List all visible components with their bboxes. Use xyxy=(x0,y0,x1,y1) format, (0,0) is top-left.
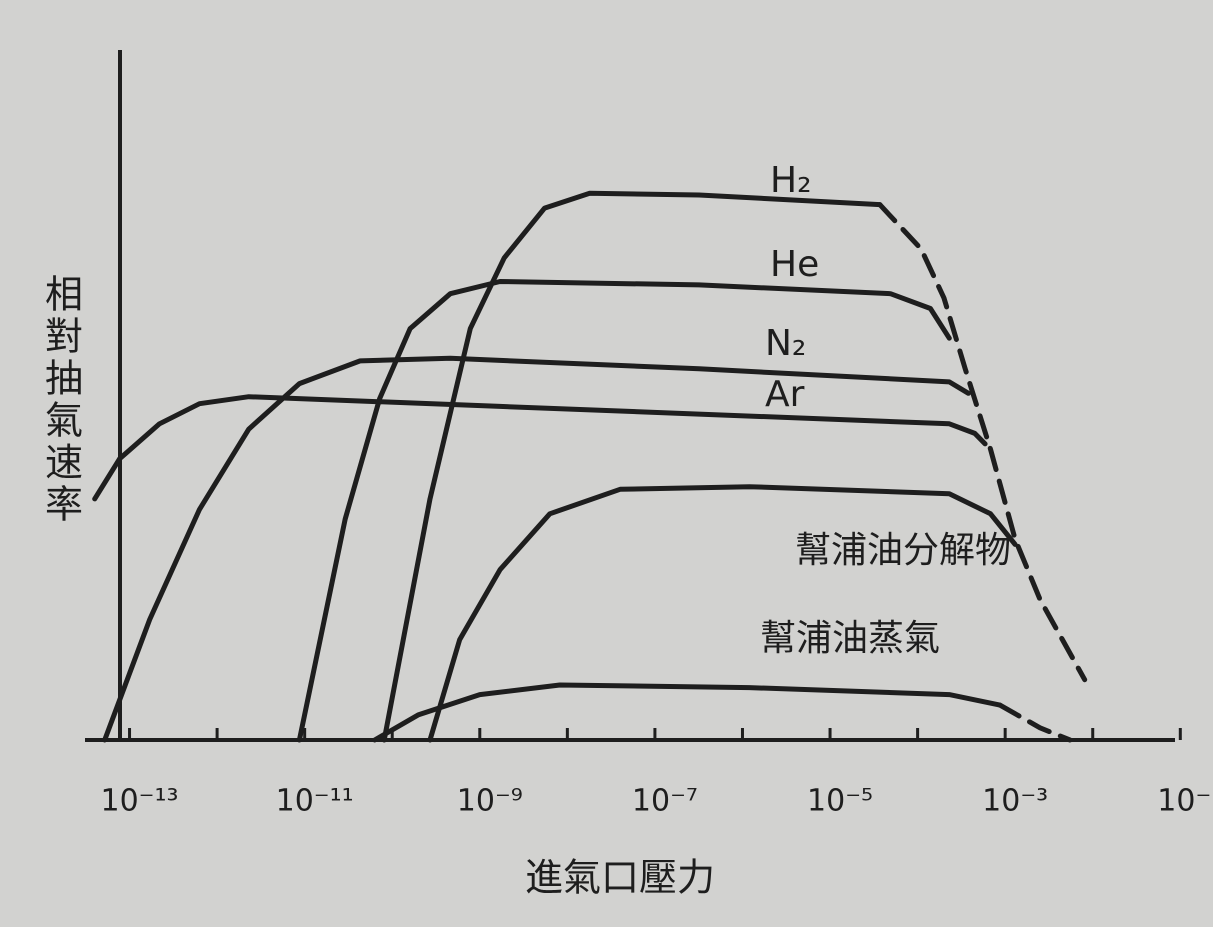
page: {"chart_data": { "type": "line", "x_titl… xyxy=(0,0,1213,927)
chart: 進氣口壓力 相對抽氣速率 10⁻¹³ 10⁻¹¹ 10⁻⁹ 10⁻⁷ 10⁻⁵ 10⁻³ 1… xyxy=(0,0,1213,927)
y-axis-title: 相對抽氣速率 xyxy=(39,274,83,526)
curve xyxy=(430,487,1015,740)
x-tick-label: 10⁻⁹ xyxy=(457,784,523,819)
x-tick-label: 10⁻¹ xyxy=(1157,784,1213,819)
curve-label: H₂ xyxy=(770,160,812,201)
curve xyxy=(95,397,985,499)
curve-label: 幫浦油蒸氣 xyxy=(760,618,940,659)
x-tick-label: 10⁻³ xyxy=(982,784,1048,819)
x-axis-title: 進氣口壓力 xyxy=(525,856,715,900)
curve-label: N₂ xyxy=(765,323,806,364)
curve xyxy=(1000,705,1070,740)
curve-label: He xyxy=(770,244,819,285)
curve-label: Ar xyxy=(765,374,805,415)
curve-label: 幫浦油分解物 xyxy=(795,530,1011,571)
x-tick-label: 10⁻⁵ xyxy=(807,784,873,819)
x-tick-label: 10⁻⁷ xyxy=(632,784,698,819)
x-tick-label: 10⁻¹³ xyxy=(101,784,179,819)
x-tick-label: 10⁻¹¹ xyxy=(276,784,354,819)
curve xyxy=(375,685,1000,740)
